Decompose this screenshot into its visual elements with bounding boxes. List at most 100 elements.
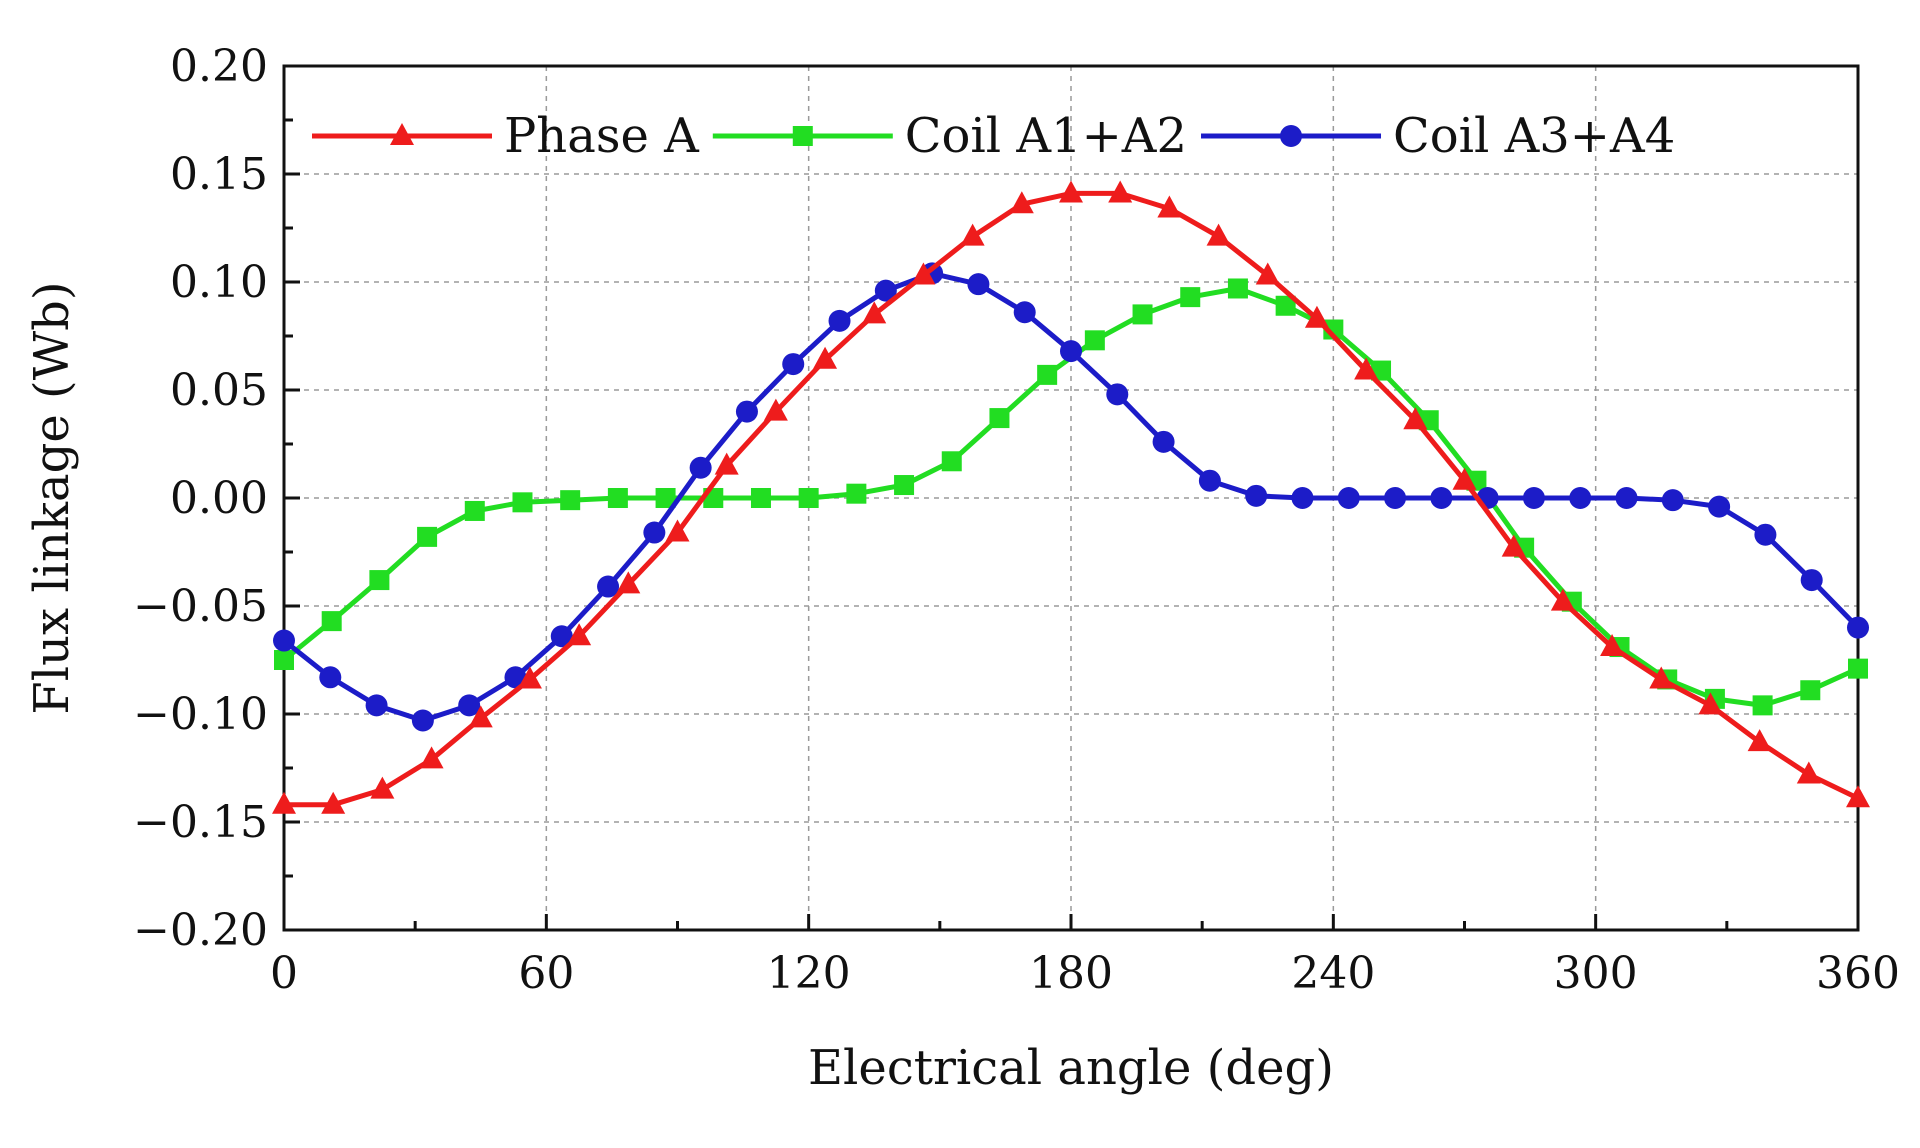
data-point-coil-a1-a2 bbox=[1848, 658, 1868, 679]
data-point-phase-a bbox=[665, 519, 690, 542]
series-phase-a bbox=[272, 180, 1870, 814]
data-point-coil-a1-a2 bbox=[1371, 360, 1392, 381]
y-tick-label: −0.10 bbox=[133, 689, 268, 740]
series-group bbox=[272, 180, 1870, 814]
data-point-coil-a3-a4 bbox=[735, 400, 758, 423]
data-point-coil-a1-a2 bbox=[321, 611, 342, 632]
data-point-phase-a bbox=[272, 791, 296, 814]
y-tick-label: 0.00 bbox=[170, 473, 268, 524]
data-point-phase-a bbox=[1649, 666, 1674, 689]
data-point-coil-a1-a2 bbox=[941, 451, 962, 472]
data-point-coil-a3-a4 bbox=[1060, 340, 1082, 363]
data-point-coil-a1-a2 bbox=[1275, 295, 1296, 316]
data-point-coil-a3-a4 bbox=[1245, 484, 1268, 507]
data-point-phase-a bbox=[1452, 467, 1477, 490]
data-point-phase-a bbox=[813, 346, 838, 369]
legend-label: Phase A bbox=[504, 108, 700, 164]
data-point-phase-a bbox=[1550, 588, 1575, 611]
data-point-coil-a3-a4 bbox=[828, 309, 851, 332]
data-point-phase-a bbox=[714, 452, 739, 475]
data-point-coil-a1-a2 bbox=[846, 483, 867, 504]
data-point-coil-a1-a2 bbox=[1037, 364, 1058, 385]
data-point-coil-a3-a4 bbox=[1569, 487, 1592, 509]
data-point-coil-a3-a4 bbox=[411, 709, 434, 732]
data-point-phase-a bbox=[1206, 223, 1231, 246]
y-tick-label: 0.10 bbox=[170, 257, 268, 308]
data-point-coil-a3-a4 bbox=[550, 625, 573, 648]
data-point-coil-a3-a4 bbox=[273, 629, 295, 652]
data-point-coil-a3-a4 bbox=[1847, 616, 1869, 639]
data-point-coil-a1-a2 bbox=[894, 475, 915, 496]
x-tick-label: 60 bbox=[518, 948, 574, 999]
y-tick-label: −0.05 bbox=[133, 581, 268, 632]
x-tick-label: 180 bbox=[1029, 948, 1113, 999]
data-point-coil-a1-a2 bbox=[464, 500, 485, 521]
data-point-coil-a3-a4 bbox=[1384, 487, 1407, 509]
legend-item-coil-a1-a2: Coil A1+A2 bbox=[712, 108, 1187, 164]
data-point-coil-a3-a4 bbox=[1615, 487, 1638, 509]
data-point-coil-a1-a2 bbox=[1752, 695, 1773, 716]
data-point-phase-a bbox=[1354, 357, 1379, 380]
data-point-coil-a3-a4 bbox=[458, 694, 481, 717]
data-point-coil-a1-a2 bbox=[655, 488, 676, 508]
data-point-coil-a3-a4 bbox=[1661, 489, 1684, 512]
legend-item-phase-a: Phase A bbox=[312, 108, 700, 164]
data-point-phase-a bbox=[960, 223, 985, 246]
data-point-coil-a3-a4 bbox=[1198, 469, 1221, 492]
data-point-coil-a1-a2 bbox=[512, 492, 533, 513]
data-point-phase-a bbox=[616, 571, 641, 594]
legend-item-coil-a3-a4: Coil A3+A4 bbox=[1201, 108, 1675, 164]
x-tick-label: 240 bbox=[1291, 948, 1375, 999]
series-coil-a1-a2 bbox=[274, 278, 1868, 716]
data-point-phase-a bbox=[1501, 534, 1526, 557]
data-point-phase-a bbox=[1009, 191, 1034, 214]
data-point-phase-a bbox=[517, 666, 542, 689]
data-point-coil-a1-a2 bbox=[1800, 680, 1821, 701]
data-point-coil-a1-a2 bbox=[798, 488, 819, 508]
data-point-coil-a1-a2 bbox=[1084, 330, 1105, 351]
data-point-coil-a3-a4 bbox=[782, 353, 805, 376]
data-point-coil-a1-a2 bbox=[274, 650, 294, 670]
data-point-coil-a1-a2 bbox=[417, 526, 438, 547]
x-tick-label: 120 bbox=[767, 948, 851, 999]
x-tick-label: 0 bbox=[270, 948, 298, 999]
x-axis-title: Electrical angle (deg) bbox=[808, 1040, 1334, 1096]
y-tick-label: 0.05 bbox=[170, 365, 268, 416]
data-point-coil-a1-a2 bbox=[1323, 319, 1344, 340]
x-tick-label: 360 bbox=[1816, 948, 1900, 999]
data-point-phase-a bbox=[1403, 407, 1428, 430]
series-coil-a3-a4 bbox=[273, 262, 1869, 732]
data-point-phase-a bbox=[1747, 729, 1772, 752]
y-axis-title: Flux linkage (Wb) bbox=[24, 281, 80, 714]
legend-label: Coil A1+A2 bbox=[905, 108, 1187, 164]
data-point-coil-a3-a4 bbox=[1152, 430, 1175, 453]
data-point-coil-a3-a4 bbox=[1106, 383, 1129, 406]
legend-marker bbox=[792, 126, 813, 146]
data-point-coil-a3-a4 bbox=[365, 694, 388, 717]
x-tick-label: 300 bbox=[1554, 948, 1638, 999]
data-point-phase-a bbox=[1059, 180, 1083, 203]
legend-label: Coil A3+A4 bbox=[1393, 108, 1675, 164]
y-tick-label: 0.20 bbox=[170, 41, 268, 92]
data-point-coil-a3-a4 bbox=[1522, 487, 1545, 509]
data-point-coil-a3-a4 bbox=[504, 666, 527, 689]
data-point-coil-a3-a4 bbox=[1800, 569, 1823, 592]
data-point-coil-a3-a4 bbox=[1708, 495, 1731, 518]
legend-marker bbox=[390, 123, 414, 145]
data-point-phase-a bbox=[763, 398, 788, 421]
data-point-phase-a bbox=[1304, 305, 1329, 328]
data-point-coil-a3-a4 bbox=[643, 521, 666, 544]
data-point-coil-a1-a2 bbox=[989, 408, 1010, 429]
data-point-phase-a bbox=[1108, 180, 1133, 203]
y-tick-label: −0.15 bbox=[133, 797, 268, 848]
data-point-phase-a bbox=[321, 791, 346, 814]
data-point-coil-a1-a2 bbox=[1180, 287, 1201, 308]
data-point-coil-a3-a4 bbox=[1291, 487, 1314, 509]
data-point-coil-a1-a2 bbox=[560, 490, 581, 511]
data-point-coil-a3-a4 bbox=[597, 575, 620, 598]
data-point-phase-a bbox=[1255, 262, 1280, 285]
data-point-coil-a3-a4 bbox=[1430, 487, 1453, 509]
data-point-phase-a bbox=[1796, 761, 1821, 784]
y-tick-label: 0.15 bbox=[170, 149, 268, 200]
